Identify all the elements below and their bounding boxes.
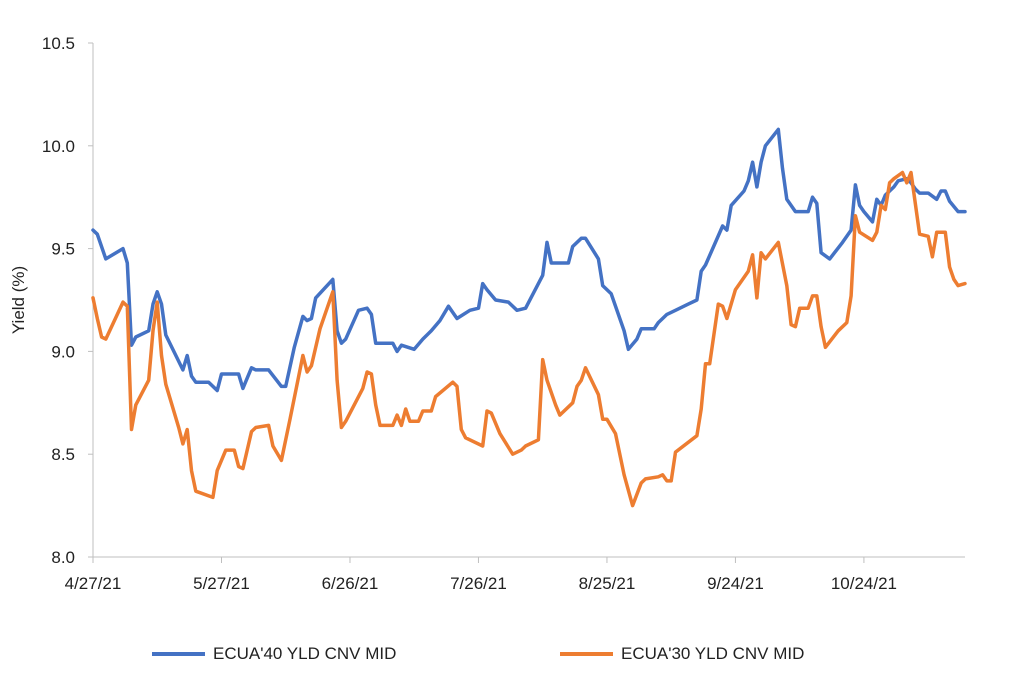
legend-swatch-ecua30 (560, 652, 613, 656)
y-tick-label: 9.0 (51, 342, 75, 361)
legend-swatch-ecua40 (152, 652, 205, 656)
x-tick-label: 4/27/21 (65, 574, 122, 593)
y-axis-title: Yield (%) (9, 266, 28, 334)
x-tick-label: 6/26/21 (322, 574, 379, 593)
y-tick-label: 8.5 (51, 445, 75, 464)
y-tick-label: 10.5 (42, 34, 75, 53)
series-line-ecua40 (91, 127, 967, 393)
axes: 8.0 8.5 9.0 9.5 10.0 10.5 4/27/21 5/27/21 6/26/2… (42, 34, 965, 593)
series-group (91, 127, 967, 508)
legend-item-ecua30: ECUA'30 YLD CNV MID (560, 642, 804, 666)
x-tick-label: 9/24/21 (707, 574, 764, 593)
x-tick-label: 10/24/21 (831, 574, 897, 593)
legend-label-ecua30: ECUA'30 YLD CNV MID (621, 644, 805, 663)
y-tick-label: 10.0 (42, 137, 75, 156)
x-tick-label: 8/25/21 (579, 574, 636, 593)
y-tick-label: 9.5 (51, 240, 75, 259)
x-tick-label: 7/26/21 (450, 574, 507, 593)
legend-item-ecua40: ECUA'40 YLD CNV MID (152, 642, 396, 666)
legend-label-ecua40: ECUA'40 YLD CNV MID (213, 644, 397, 663)
series-line-ecua30 (91, 170, 967, 508)
x-tick-label: 5/27/21 (193, 574, 250, 593)
y-tick-label: 8.0 (51, 548, 75, 567)
